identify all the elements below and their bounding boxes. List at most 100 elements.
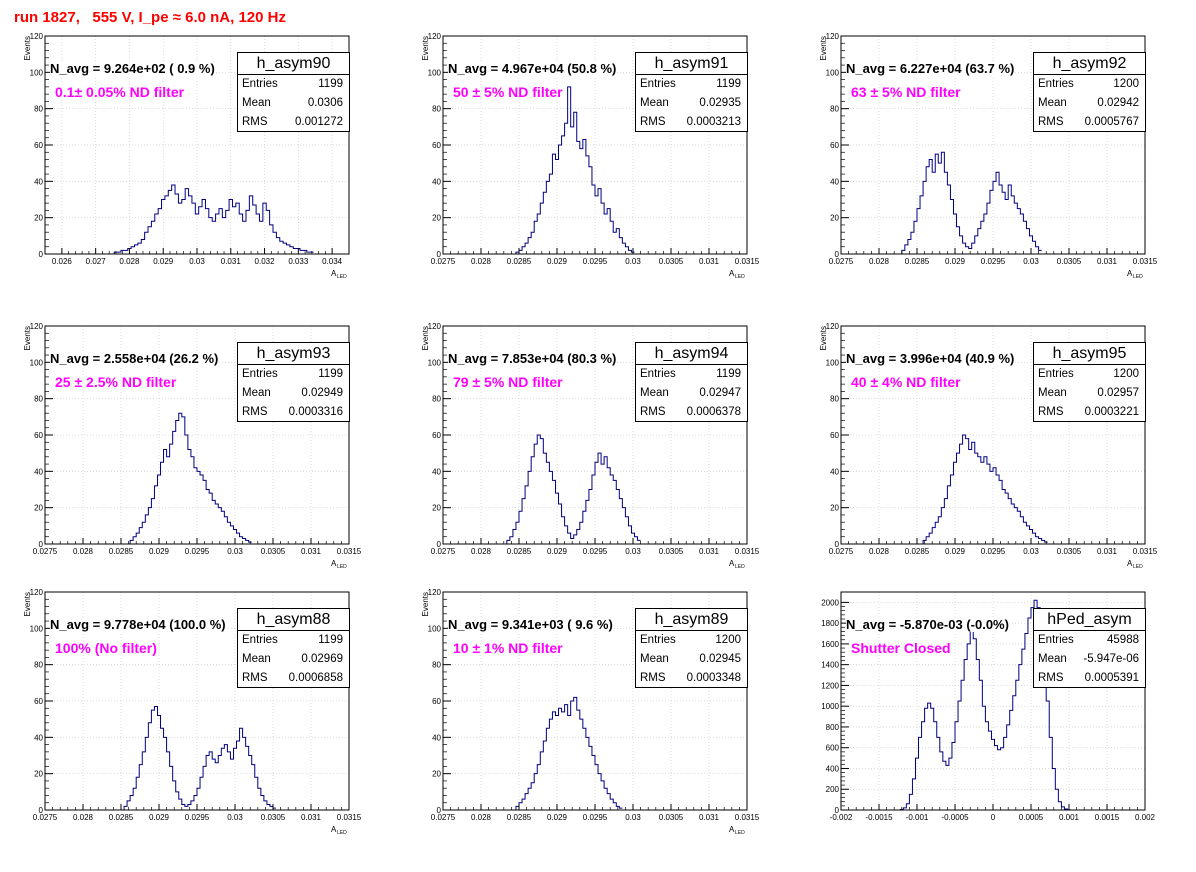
entries-value: 1200 — [1113, 368, 1139, 380]
rms-label: RMS — [640, 672, 666, 684]
x-tick-label: 0.0275 — [33, 813, 58, 822]
y-tick-label: 0 — [835, 806, 840, 815]
x-tick-label: 0.029 — [945, 257, 966, 266]
entries-label: Entries — [242, 78, 278, 90]
y-tick-label: 600 — [826, 744, 840, 753]
x-tick-label: 0.0275 — [829, 257, 854, 266]
y-tick-label: 100 — [30, 68, 44, 77]
x-tick-label: 0.0285 — [507, 813, 532, 822]
y-tick-label: 80 — [432, 661, 441, 670]
entries-value: 1199 — [318, 78, 343, 90]
rms-value: 0.0006378 — [686, 406, 741, 418]
entries-value: 1199 — [318, 634, 343, 646]
x-tick-label: 0.029 — [945, 547, 966, 556]
x-tick-label: 0.0285 — [507, 547, 532, 556]
entries-label: Entries — [640, 634, 676, 646]
y-tick-label: 100 — [428, 624, 442, 633]
entries-value: 1200 — [1113, 78, 1139, 90]
y-tick-label: 200 — [826, 785, 840, 794]
x-tick-label: 0.002 — [1135, 813, 1156, 822]
x-tick-label: 0.028 — [471, 257, 492, 266]
x-tick-label: 0.028 — [869, 257, 890, 266]
entries-value: 1199 — [716, 368, 741, 380]
y-axis-title: Events — [819, 36, 828, 60]
x-tick-label: 0.03 — [625, 257, 641, 266]
x-tick-label: 0.028 — [73, 813, 94, 822]
filter-label: Shutter Closed — [851, 640, 951, 656]
y-tick-label: 0 — [437, 540, 442, 549]
y-tick-label: 100 — [826, 358, 840, 367]
mean-label: Mean — [640, 387, 669, 399]
panel-h-asym89: 0.0275 0.028 0.0285 0.029 0.0295 0.03 0.0305 0.… — [398, 580, 796, 870]
x-axis-subscript: LED — [735, 830, 745, 836]
mean-value: 0.02942 — [1097, 97, 1139, 109]
x-tick-label: 0.0305 — [1057, 257, 1082, 266]
y-tick-label: 80 — [34, 105, 43, 114]
x-axis-title: A — [1127, 269, 1133, 278]
y-tick-label: 2000 — [821, 598, 839, 607]
x-tick-label: 0.0015 — [1095, 813, 1120, 822]
histogram-name: h_asym88 — [238, 609, 349, 631]
histogram-name: h_asym95 — [1034, 343, 1145, 365]
y-tick-label: 1200 — [821, 681, 839, 690]
y-tick-label: 40 — [34, 467, 43, 476]
rms-label: RMS — [242, 116, 268, 128]
x-tick-label: 0.0275 — [431, 257, 456, 266]
filter-label: 63 ± 5% ND filter — [851, 84, 961, 100]
x-tick-label: 0.0285 — [905, 257, 930, 266]
y-tick-label: 0 — [437, 250, 442, 259]
histogram-name: h_asym91 — [636, 53, 747, 75]
x-tick-label: 0.032 — [255, 257, 276, 266]
x-axis-title: A — [729, 559, 735, 568]
x-tick-label: 0.028 — [119, 257, 140, 266]
histogram-plot: 0.0275 0.028 0.0285 0.029 0.0295 0.03 0.0305 0.… — [421, 588, 760, 836]
x-tick-label: 0.028 — [471, 813, 492, 822]
rms-value: 0.0003316 — [288, 406, 343, 418]
x-tick-label: 0.029 — [547, 813, 568, 822]
x-tick-label: 0.0285 — [109, 547, 134, 556]
x-tick-label: 0.03 — [625, 547, 641, 556]
x-tick-label: 0.0305 — [659, 547, 684, 556]
x-tick-label: 0.031 — [301, 547, 322, 556]
y-tick-label: 40 — [34, 733, 43, 742]
rms-value: 0.0003221 — [1084, 406, 1139, 418]
x-tick-label: 0.001 — [1059, 813, 1080, 822]
y-tick-label: 100 — [30, 358, 44, 367]
panel-hped-asym: -0.002 -0.0015 -0.001 -0.0005 0 0.0005 0.001 0.… — [796, 580, 1194, 870]
y-tick-label: 20 — [432, 770, 441, 779]
n-avg-label: N_avg = 2.558e+04 (26.2 %) — [50, 351, 219, 366]
mean-label: Mean — [1038, 387, 1067, 399]
n-avg-label: N_avg = 9.341e+03 ( 9.6 %) — [448, 617, 613, 632]
panel-h-asym93: 0.0275 0.028 0.0285 0.029 0.0295 0.03 0.0305 0.… — [0, 314, 398, 604]
n-avg-label: N_avg = -5.870e-03 (-0.0%) — [846, 617, 1009, 632]
stats-box: h_asym92 Entries 1200 Mean 0.02942 RMS 0.00… — [1033, 52, 1146, 132]
y-tick-label: 120 — [428, 32, 442, 41]
y-tick-label: 120 — [30, 588, 44, 597]
y-tick-label: 0 — [39, 250, 44, 259]
histogram-series — [515, 86, 635, 254]
filter-label: 50 ± 5% ND filter — [453, 84, 563, 100]
x-tick-label: 0.034 — [322, 257, 343, 266]
mean-label: Mean — [242, 653, 271, 665]
x-axis-subscript: LED — [1133, 274, 1143, 280]
mean-value: 0.02945 — [699, 653, 741, 665]
y-tick-label: 20 — [34, 504, 43, 513]
entries-label: Entries — [1038, 78, 1074, 90]
x-tick-label: 0.028 — [73, 547, 94, 556]
y-tick-label: 1800 — [821, 619, 839, 628]
y-axis-title: Events — [23, 592, 32, 616]
rms-label: RMS — [640, 406, 666, 418]
y-tick-label: 120 — [30, 32, 44, 41]
y-tick-label: 120 — [428, 322, 442, 331]
filter-label: 79 ± 5% ND filter — [453, 374, 563, 390]
y-tick-label: 80 — [34, 661, 43, 670]
mean-value: 0.02947 — [699, 387, 741, 399]
y-tick-label: 120 — [826, 322, 840, 331]
y-tick-label: 0 — [39, 540, 44, 549]
y-tick-label: 20 — [830, 214, 839, 223]
y-tick-label: 20 — [830, 504, 839, 513]
x-tick-label: 0.029 — [149, 547, 170, 556]
x-tick-label: -0.0005 — [941, 813, 969, 822]
mean-label: Mean — [1038, 97, 1067, 109]
y-tick-label: 1600 — [821, 640, 839, 649]
